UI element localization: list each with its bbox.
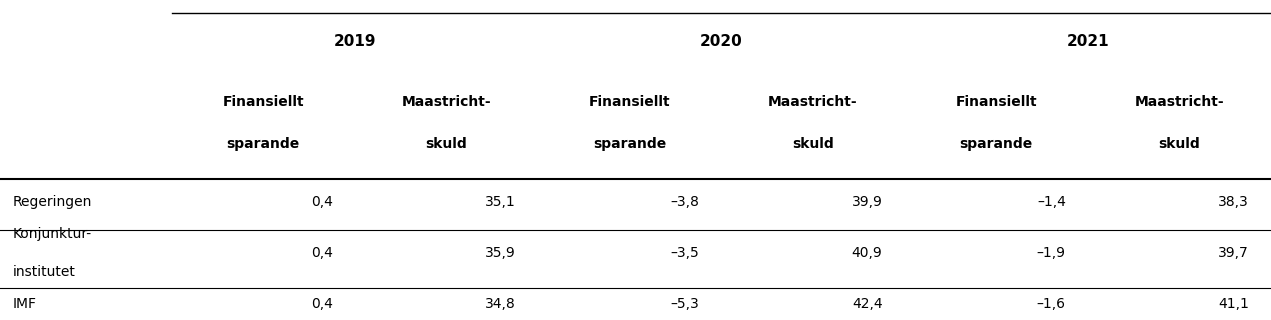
Text: 40,9: 40,9 <box>852 246 882 260</box>
Text: 38,3: 38,3 <box>1219 195 1249 209</box>
Text: 0,4: 0,4 <box>311 297 333 311</box>
Text: Konjunktur-: Konjunktur- <box>13 227 92 241</box>
Text: 39,7: 39,7 <box>1219 246 1249 260</box>
Text: 42,4: 42,4 <box>852 297 882 311</box>
Text: –3,5: –3,5 <box>671 246 699 260</box>
Text: Finansiellt: Finansiellt <box>956 95 1037 109</box>
Text: sparande: sparande <box>594 137 666 151</box>
Text: sparande: sparande <box>960 137 1033 151</box>
Text: 0,4: 0,4 <box>311 246 333 260</box>
Text: IMF: IMF <box>13 297 37 311</box>
Text: –3,8: –3,8 <box>670 195 699 209</box>
Text: –1,4: –1,4 <box>1037 195 1066 209</box>
Text: Finansiellt: Finansiellt <box>222 95 304 109</box>
Text: –5,3: –5,3 <box>671 297 699 311</box>
Text: 35,1: 35,1 <box>486 195 516 209</box>
Text: –1,9: –1,9 <box>1037 246 1066 260</box>
Text: 0,4: 0,4 <box>311 195 333 209</box>
Text: 41,1: 41,1 <box>1218 297 1249 311</box>
Text: institutet: institutet <box>13 265 75 279</box>
Text: Maastricht-: Maastricht- <box>768 95 858 109</box>
Text: 2021: 2021 <box>1066 34 1110 49</box>
Text: 34,8: 34,8 <box>486 297 516 311</box>
Text: 35,9: 35,9 <box>486 246 516 260</box>
Text: –1,6: –1,6 <box>1037 297 1066 311</box>
Text: sparande: sparande <box>226 137 300 151</box>
Text: Regeringen: Regeringen <box>13 195 92 209</box>
Text: skuld: skuld <box>1158 137 1200 151</box>
Text: skuld: skuld <box>792 137 834 151</box>
Text: 2019: 2019 <box>333 34 376 49</box>
Text: Maastricht-: Maastricht- <box>1135 95 1224 109</box>
Text: 39,9: 39,9 <box>852 195 882 209</box>
Text: Finansiellt: Finansiellt <box>588 95 671 109</box>
Text: skuld: skuld <box>426 137 468 151</box>
Text: 2020: 2020 <box>700 34 742 49</box>
Text: Maastricht-: Maastricht- <box>402 95 492 109</box>
